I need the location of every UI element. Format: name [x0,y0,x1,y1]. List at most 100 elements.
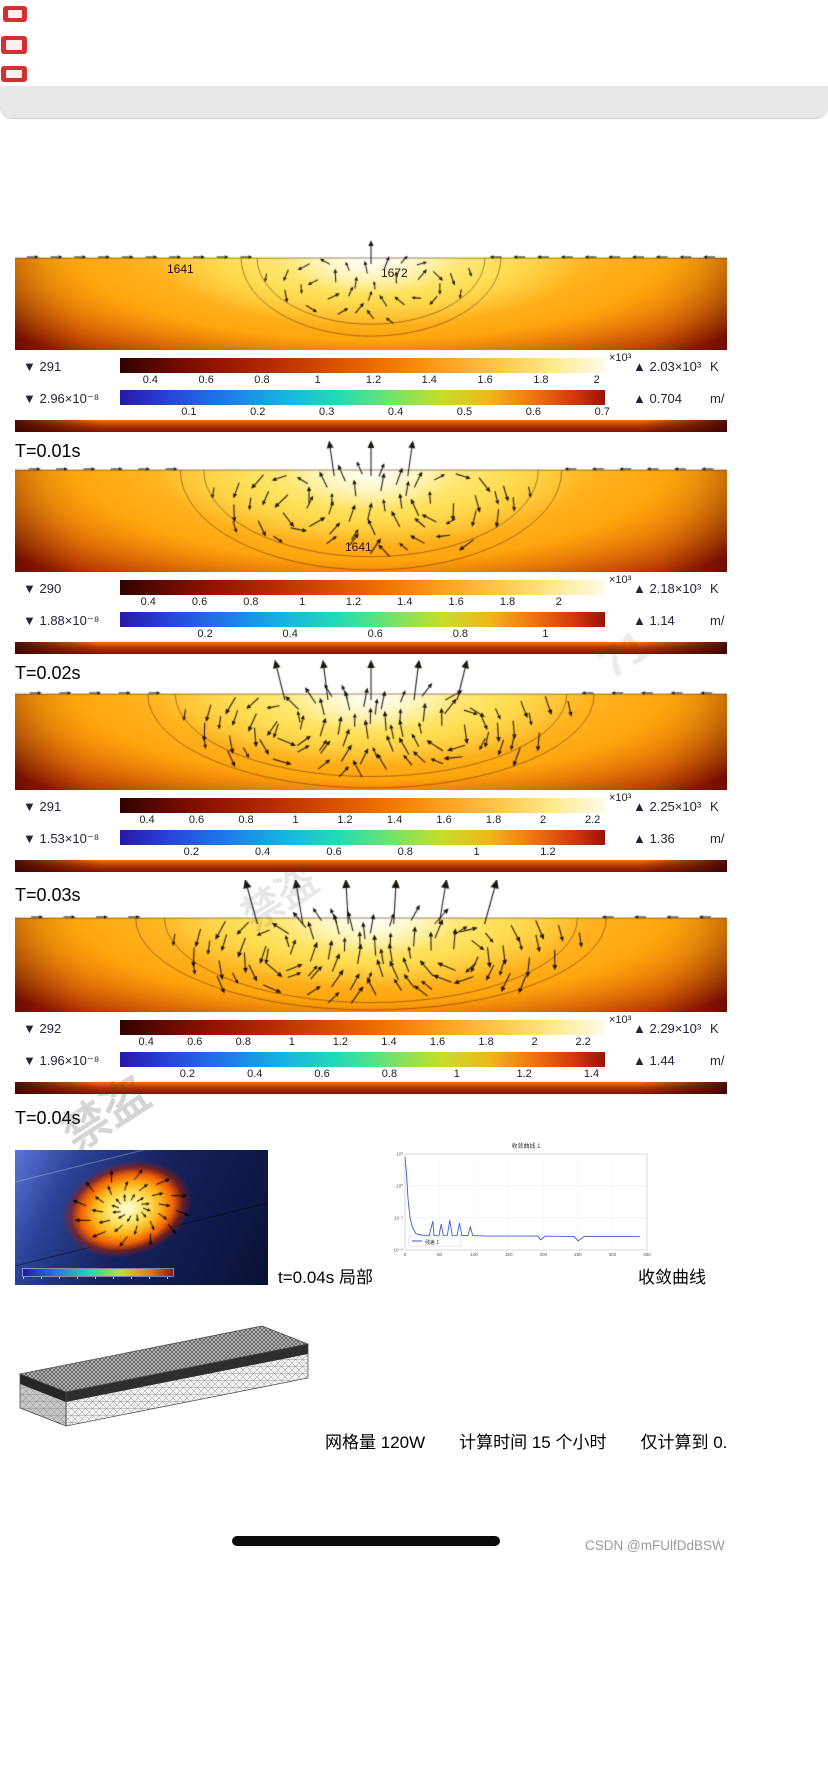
temperature-max-label: ▲ 2.18×10³ [633,581,702,596]
temperature-ticks: 0.4 0.6 0.8 1 1.2 1.4 1.6 1.8 2 2.2 [138,1036,591,1048]
velocity-max-label: ▲ 1.36 [633,831,675,846]
velocity-colorbar-row: ▼ 1.53×10⁻⁸ ▲ 1.36 m/ 0.2 0.4 0.6 0.8 1 1.2 [15,830,727,858]
domain-bottom-edge [15,420,727,432]
svg-text:0: 0 [404,1252,407,1257]
velocity-colorbar-row: ▼ 1.96×10⁻⁸ ▲ 1.44 m/ 0.2 0.4 0.6 0.8 1 1.2 1.… [15,1052,727,1080]
temperature-colorbar [120,798,605,813]
velocity-colorbar-row: ▼ 1.88×10⁻⁸ ▲ 1.14 m/ 0.2 0.4 0.6 0.8 1 [15,612,727,640]
temperature-exponent-label: ×10³ [609,1014,632,1026]
simulation-panel-t002[interactable]: 1641 ▼ 290 ×10³ ▲ 2.18×10³ K 0.4 0.6 0.8 1 1… [15,432,727,654]
melt-pool-heatmap[interactable] [15,880,727,1012]
svg-text:10⁰: 10⁰ [396,1184,403,1189]
velocity-min-label: ▼ 1.88×10⁻⁸ [23,613,100,628]
melt-pool-heatmap[interactable] [15,656,727,790]
svg-text:10⁻²: 10⁻² [394,1216,404,1221]
domain-bottom-edge [15,642,727,654]
velocity-ticks: 0.1 0.2 0.3 0.4 0.5 0.6 0.7 [181,406,610,418]
svg-text:残差 1: 残差 1 [425,1239,439,1246]
home-indicator[interactable] [232,1536,500,1546]
velocity-min-label: ▼ 1.53×10⁻⁸ [23,831,100,846]
temperature-colorbar-row: ▼ 291 ×10³ ▲ 2.03×10³ K 0.4 0.6 0.8 1 1.2 1.4… [15,352,727,386]
time-step-label: T=0.04s [15,1108,81,1128]
svg-text:250: 250 [574,1252,582,1257]
pool-temperature-annotation: 1641 [167,262,194,276]
status-watermark-badge [1,66,27,82]
simulation-panel-t003[interactable]: ▼ 291 ×10³ ▲ 2.25×10³ K 0.4 0.6 0.8 1 1.2 1.4… [15,656,727,872]
temperature-exponent-label: ×10³ [609,574,632,586]
time-step-label: T=0.01s [15,441,81,461]
mesh-3d-bar [18,1325,310,1427]
velocity-colorbar [120,612,605,627]
pool-temperature-annotation: 1641 [345,540,372,554]
velocity-ticks: 0.2 0.4 0.6 0.8 1 1.2 1.4 [179,1068,600,1080]
local-vector-canvas [15,1150,268,1285]
time-step-label: T=0.03s [15,885,81,905]
temperature-max-label: ▲ 2.03×10³ [633,359,702,374]
velocity-colorbar [120,1052,605,1067]
local-colorbar [22,1268,174,1279]
time-step-label: T=0.02s [15,663,81,683]
temperature-min-label: ▼ 291 [23,359,62,374]
velocity-max-label: ▲ 1.44 [633,1053,675,1068]
svg-text:350: 350 [643,1252,651,1257]
melt-pool-heatmap[interactable]: 1641 [15,432,727,572]
velocity-min-label: ▼ 1.96×10⁻⁸ [23,1053,100,1068]
temperature-max-label: ▲ 2.29×10³ [633,1021,702,1036]
velocity-unit-label: m/ [710,1053,725,1068]
temperature-colorbar-row: ▼ 290 ×10³ ▲ 2.18×10³ K 0.4 0.6 0.8 1 1.2 1.4… [15,574,727,608]
svg-text:50: 50 [437,1252,443,1257]
velocity-max-label: ▲ 1.14 [633,613,675,628]
vector-field-canvas [15,220,727,350]
velocity-ticks: 0.2 0.4 0.6 0.8 1 1.2 [183,846,556,858]
velocity-unit-label: m/ [710,613,725,628]
temperature-colorbar [120,358,605,373]
temperature-unit-label: K [710,359,719,374]
local-view-caption: t=0.04s 局部 [278,1268,373,1287]
svg-text:150: 150 [505,1252,513,1257]
vector-field-canvas [15,880,727,1012]
temperature-min-label: ▼ 291 [23,799,62,814]
vector-field-canvas [15,656,727,790]
svg-text:100: 100 [470,1252,478,1257]
mesh-image[interactable] [12,1300,317,1460]
svg-text:300: 300 [609,1252,617,1257]
temperature-exponent-label: ×10³ [609,792,632,804]
local-view-image[interactable] [15,1150,268,1285]
velocity-colorbar-row: ▼ 2.96×10⁻⁸ ▲ 0.704 m/ 0.1 0.2 0.3 0.4 0.5 0.… [15,390,727,418]
mesh-stats-caption: 网格量 120W 计算时间 15 个小时 仅计算到 0. [325,1433,728,1452]
simulation-panel-t001[interactable]: 1641 1672 ▼ 291 ×10³ ▲ 2.03×10³ K 0.4 0.6… [15,220,727,432]
temperature-unit-label: K [710,581,719,596]
svg-text:收敛曲线 1: 收敛曲线 1 [511,1142,541,1150]
temperature-colorbar [120,1020,605,1035]
svg-text:10⁻⁴: 10⁻⁴ [393,1248,403,1253]
velocity-unit-label: m/ [710,831,725,846]
temperature-colorbar-row: ▼ 292 ×10³ ▲ 2.29×10³ K 0.4 0.6 0.8 1 1.2 1.4… [15,1014,727,1048]
temperature-unit-label: K [710,799,719,814]
temperature-max-label: ▲ 2.25×10³ [633,799,702,814]
velocity-ticks: 0.2 0.4 0.6 0.8 1 [197,628,549,640]
status-watermark-badge [1,36,27,54]
velocity-min-label: ▼ 2.96×10⁻⁸ [23,391,100,406]
velocity-max-label: ▲ 0.704 [633,391,683,406]
temperature-colorbar [120,580,605,595]
csdn-watermark: CSDN @mFUlfDdBSW [585,1538,725,1553]
temperature-ticks: 0.4 0.6 0.8 1 1.2 1.4 1.6 1.8 2 [142,374,600,386]
collapsed-header-bar [0,86,828,118]
domain-bottom-edge [15,1082,727,1094]
temperature-exponent-label: ×10³ [609,352,632,364]
article-content: 1641 1672 ▼ 291 ×10³ ▲ 2.03×10³ K 0.4 0.6… [12,220,728,1460]
svg-text:10²: 10² [396,1152,403,1157]
temperature-ticks: 0.4 0.6 0.8 1 1.2 1.4 1.6 1.8 2 2.2 [139,814,601,826]
domain-bottom-edge [15,860,727,872]
status-watermark-badge [3,6,27,22]
svg-text:200: 200 [539,1252,547,1257]
simulation-panel-t004[interactable]: ▼ 292 ×10³ ▲ 2.29×10³ K 0.4 0.6 0.8 1 1.2 1.4… [15,880,727,1094]
temperature-min-label: ▼ 292 [23,1021,62,1036]
melt-pool-heatmap[interactable]: 1641 1672 [15,220,727,350]
velocity-colorbar [120,390,605,405]
convergence-caption: 收敛曲线 [638,1268,706,1287]
temperature-colorbar-row: ▼ 291 ×10³ ▲ 2.25×10³ K 0.4 0.6 0.8 1 1.2 1.4… [15,792,727,826]
temperature-ticks: 0.4 0.6 0.8 1 1.2 1.4 1.6 1.8 2 [140,596,562,608]
convergence-plot[interactable]: 10² 10⁰ 10⁻² 10⁻⁴0 50 100 150 200 250 300 350 收敛曲线 … [375,1138,660,1280]
